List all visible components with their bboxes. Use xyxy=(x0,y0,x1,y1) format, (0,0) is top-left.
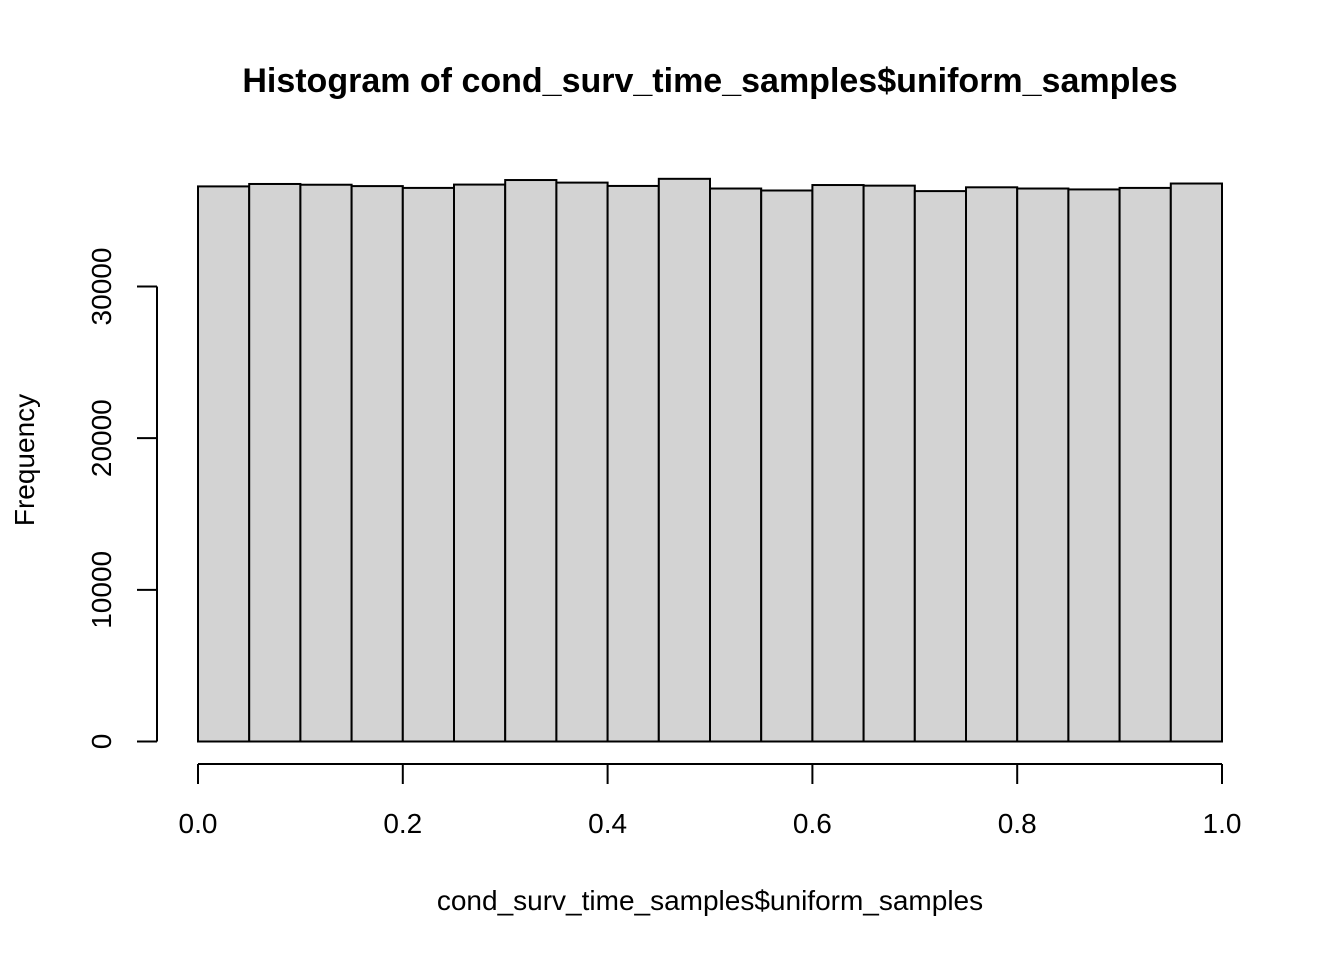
bars-group xyxy=(197,177,1224,743)
y-axis-label: Frequency xyxy=(9,394,40,526)
y-tick-label: 30000 xyxy=(86,248,117,326)
histogram-bar xyxy=(709,187,763,743)
histogram-bar xyxy=(248,182,302,743)
histogram-bar xyxy=(862,184,916,743)
histogram-bar xyxy=(811,184,865,743)
y-tick-label: 0 xyxy=(86,734,117,750)
histogram-bar xyxy=(913,190,967,743)
histogram-bar xyxy=(504,179,558,743)
histogram-bar xyxy=(197,185,251,743)
histogram-bar xyxy=(1169,182,1224,743)
histogram-bar xyxy=(1016,187,1070,743)
histogram-bar xyxy=(760,189,814,743)
y-axis: 0 10000 20000 30000 xyxy=(86,248,158,750)
y-tick-label: 10000 xyxy=(86,551,117,629)
histogram-bar xyxy=(453,183,507,743)
histogram-bar xyxy=(555,181,609,743)
x-tick-label: 0.4 xyxy=(588,808,627,839)
x-tick-label: 0.8 xyxy=(998,808,1037,839)
x-axis-label: cond_surv_time_samples$uniform_samples xyxy=(437,885,983,916)
x-tick-label: 0.0 xyxy=(179,808,218,839)
histogram-bar xyxy=(1067,188,1121,743)
chart-title: Histogram of cond_surv_time_samples$unif… xyxy=(242,62,1177,100)
x-tick-label: 1.0 xyxy=(1203,808,1242,839)
histogram-bar xyxy=(350,185,404,743)
histogram-bar xyxy=(606,184,660,743)
histogram-bar xyxy=(1118,186,1172,743)
histogram-bar xyxy=(401,186,455,743)
histogram-bar xyxy=(299,183,353,743)
y-tick-label: 20000 xyxy=(86,399,117,477)
x-tick-label: 0.6 xyxy=(793,808,832,839)
x-tick-label: 0.2 xyxy=(383,808,422,839)
histogram-bar xyxy=(657,177,711,743)
x-axis: 0.0 0.2 0.4 0.6 0.8 1.0 xyxy=(179,763,1242,839)
histogram-bar xyxy=(965,186,1019,743)
